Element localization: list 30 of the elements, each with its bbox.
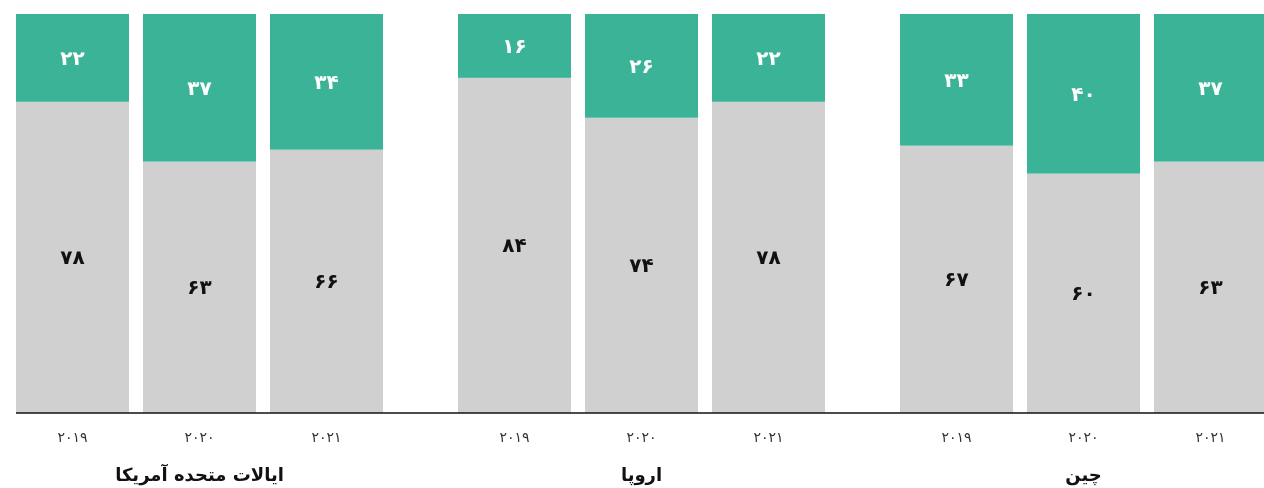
data-label: ۶۶ — [314, 269, 339, 294]
data-label: ۷۴ — [629, 253, 654, 278]
x-tick-label: ۲۰۲۱ — [1195, 429, 1226, 445]
x-tick-label: ۲۰۲۱ — [311, 429, 342, 445]
data-label: ۸۴ — [502, 233, 527, 258]
data-label: ۲۶ — [629, 53, 654, 78]
data-label: ۷۸ — [756, 245, 781, 270]
data-label: ۳۷ — [187, 75, 212, 100]
x-tick-label: ۲۰۲۱ — [753, 429, 784, 445]
data-label: ۷۸ — [60, 245, 85, 270]
x-tick-label: ۲۰۱۹ — [499, 429, 530, 445]
data-label: ۶۰ — [1071, 281, 1096, 306]
data-label: ۶۳ — [187, 275, 212, 300]
data-label: ۳۴ — [314, 69, 339, 94]
x-tick-label: ۲۰۲۰ — [184, 429, 215, 445]
x-tick-label: ۲۰۲۰ — [1068, 429, 1099, 445]
x-tick-label: ۲۰۱۹ — [941, 429, 972, 445]
text: چین — [1065, 464, 1102, 486]
data-label: ۶۳ — [1198, 275, 1223, 300]
text: ایالات متحده آمریکا — [115, 463, 284, 486]
data-label: ۴۰ — [1071, 81, 1096, 106]
data-label: ۲۲ — [60, 45, 85, 70]
x-tick-label: ۲۰۲۰ — [626, 429, 657, 445]
data-label: ۱۶ — [502, 33, 527, 58]
text: اروپا — [620, 464, 663, 486]
data-label: ۶۷ — [944, 267, 969, 292]
data-label: ۳۷ — [1198, 75, 1223, 100]
data-label: ۲۲ — [756, 45, 781, 70]
data-label: ۳۳ — [944, 67, 969, 92]
x-tick-label: ۲۰۱۹ — [57, 429, 88, 445]
